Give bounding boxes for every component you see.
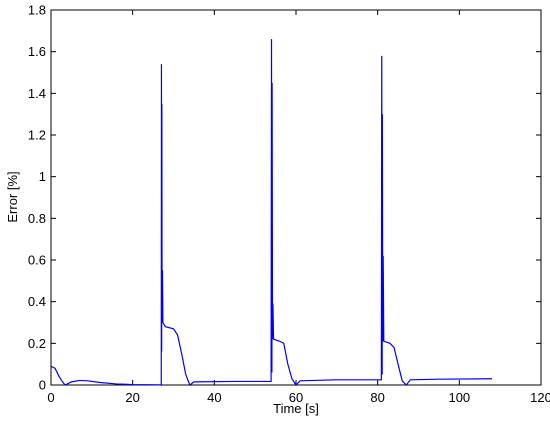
y-tick-label: 0.2 <box>28 336 46 351</box>
y-tick-label: 1.8 <box>28 3 46 18</box>
y-tick-label: 1.4 <box>28 86 46 101</box>
x-tick-label: 20 <box>125 390 139 405</box>
x-tick-label: 60 <box>289 390 303 405</box>
plot-frame <box>50 9 542 386</box>
y-tick-label: 1 <box>39 169 46 184</box>
y-tick-label: 0.6 <box>28 253 46 268</box>
y-tick-label: 0 <box>39 378 46 393</box>
y-tick-label: 0.4 <box>28 294 46 309</box>
x-tick-label: 120 <box>530 390 550 405</box>
data-line <box>50 39 493 386</box>
x-tick-label: 40 <box>207 390 221 405</box>
y-tick-label: 0.8 <box>28 211 46 226</box>
y-axis-label: Error [%] <box>5 171 20 222</box>
x-tick-label: 100 <box>448 390 470 405</box>
x-tick-label: 0 <box>47 390 54 405</box>
y-tick-label: 1.2 <box>28 128 46 143</box>
y-tick-label: 1.6 <box>28 44 46 59</box>
x-tick-label: 80 <box>370 390 384 405</box>
x-axis-label: Time [s] <box>273 401 319 416</box>
